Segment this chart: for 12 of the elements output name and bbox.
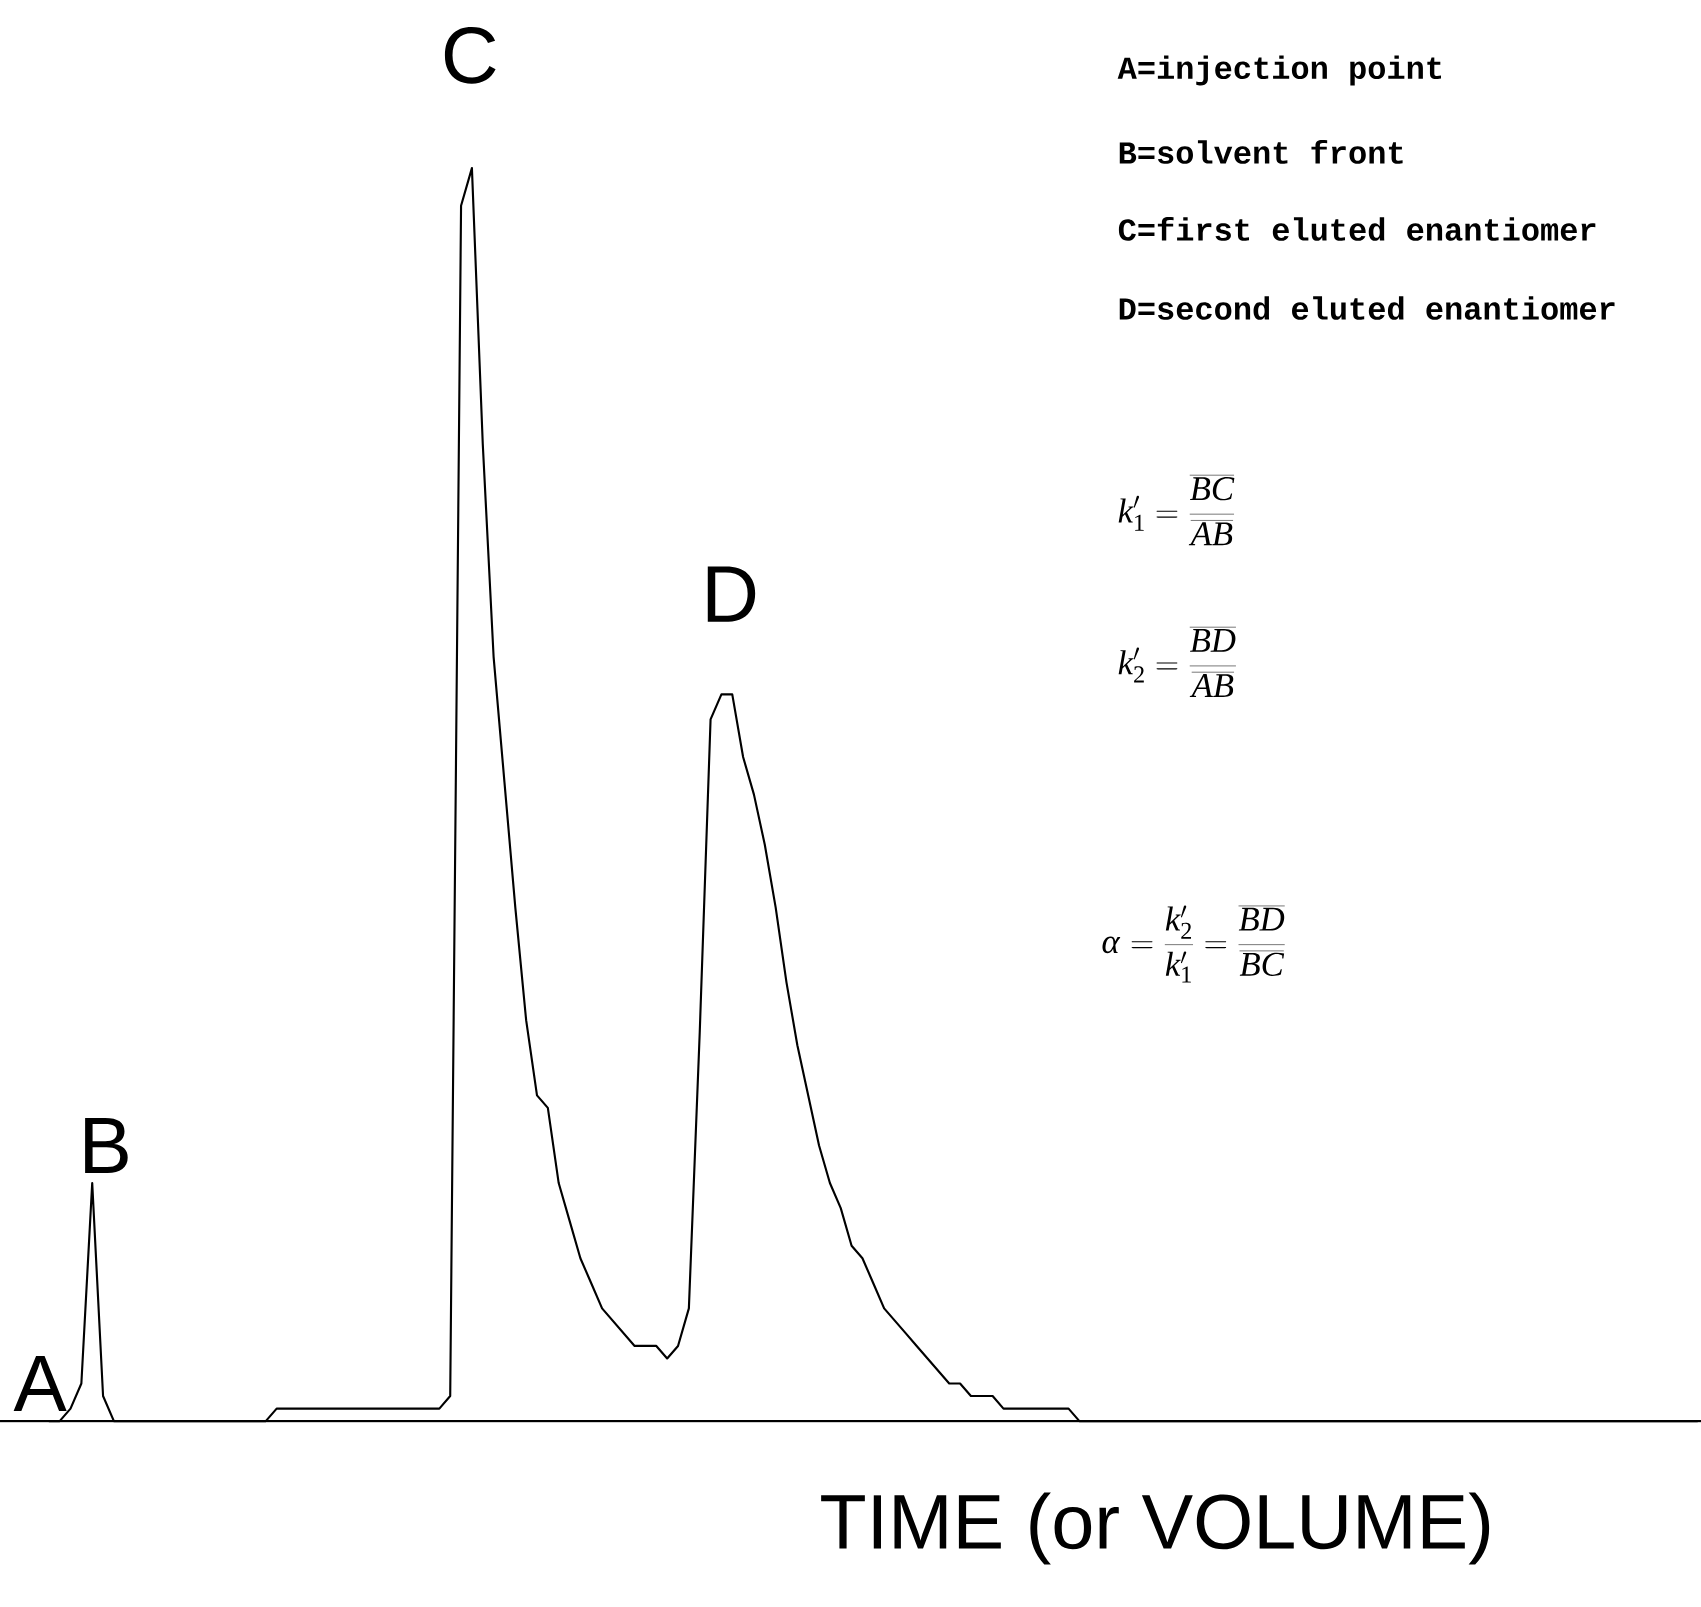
annotation: D [707, 566, 756, 622]
annotation: D=second eluted enantiomer [1119, 296, 1615, 321]
annotation: B [85, 1118, 128, 1174]
annotation: $k'_2= \frac{\overline{BD}}{\overline{AB}}$ [1118, 627, 1236, 698]
x-axis-title: TIME (or VOLUME) [821, 1492, 1490, 1565]
annotation: $\alpha = \frac{k'_2}{k'_1} = \frac{\overline{BD}}{\overline{BC}}$ [1102, 905, 1285, 983]
text: B=solvent front [1119, 140, 1403, 165]
annotation: $k'_1= \frac{\overline{BC}}{\overline{AB}}$ [1118, 475, 1235, 546]
annotation: A [13, 1356, 67, 1412]
text: A=injection point [1117, 55, 1442, 86]
text: C [444, 27, 496, 84]
annotation: C=first eluted enantiomer [1118, 217, 1596, 242]
